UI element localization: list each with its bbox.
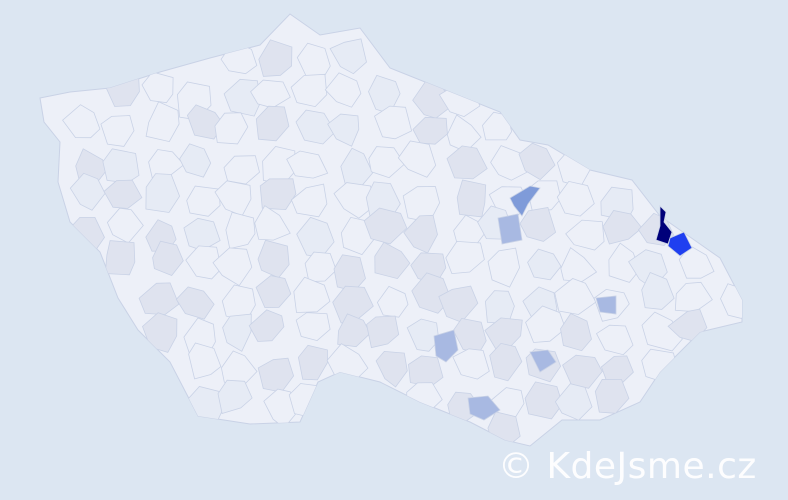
district xyxy=(175,286,215,320)
district xyxy=(720,283,742,319)
district xyxy=(324,72,362,108)
district xyxy=(374,105,413,140)
district xyxy=(297,344,328,381)
watermark-logo: © KdeJsme.cz xyxy=(498,446,757,487)
district xyxy=(608,242,640,283)
district xyxy=(556,180,595,217)
district xyxy=(222,313,252,352)
district xyxy=(141,71,174,104)
district xyxy=(286,150,329,179)
district-highlight-mid xyxy=(467,395,501,421)
district xyxy=(525,305,566,343)
district xyxy=(595,324,634,356)
district xyxy=(293,276,331,313)
district xyxy=(295,312,331,342)
district xyxy=(374,241,411,280)
district xyxy=(255,105,290,142)
district xyxy=(295,109,336,145)
district xyxy=(214,112,249,145)
district xyxy=(217,379,253,415)
district xyxy=(69,172,106,211)
district xyxy=(452,348,490,380)
district xyxy=(179,143,212,178)
district xyxy=(527,248,562,281)
district xyxy=(368,146,406,179)
district xyxy=(518,142,556,181)
district xyxy=(327,113,360,147)
district xyxy=(152,240,184,276)
district xyxy=(102,148,140,184)
district xyxy=(641,271,675,310)
district xyxy=(562,354,603,389)
district xyxy=(225,211,256,250)
district xyxy=(641,311,683,352)
district xyxy=(100,115,135,147)
district xyxy=(104,240,136,276)
district xyxy=(290,183,328,218)
district xyxy=(248,309,285,342)
district xyxy=(554,278,597,315)
district xyxy=(375,350,408,388)
district xyxy=(329,38,367,75)
district xyxy=(489,342,523,382)
district xyxy=(446,145,488,180)
district xyxy=(456,179,487,218)
district xyxy=(519,207,557,242)
district xyxy=(145,101,180,143)
district xyxy=(560,312,592,352)
district xyxy=(376,285,409,318)
district xyxy=(366,315,400,349)
district-highlight-very_high xyxy=(667,231,693,257)
district xyxy=(145,173,181,213)
district-grid xyxy=(62,38,742,446)
district-highlight-mid xyxy=(529,349,557,373)
district xyxy=(254,205,291,241)
district xyxy=(565,219,605,251)
district xyxy=(259,178,297,211)
district xyxy=(186,104,225,140)
highlighted-districts xyxy=(433,185,693,421)
district-highlight-high xyxy=(509,185,541,217)
district xyxy=(188,342,222,380)
district xyxy=(406,318,440,352)
district xyxy=(397,140,437,178)
district xyxy=(223,155,260,185)
district xyxy=(255,275,292,309)
district xyxy=(333,182,376,219)
district xyxy=(337,313,371,348)
district xyxy=(487,247,521,288)
district xyxy=(363,207,408,245)
district xyxy=(103,179,143,209)
district-highlight-mid xyxy=(497,213,523,245)
district xyxy=(142,312,178,353)
district xyxy=(62,104,101,139)
district-highlight-mid xyxy=(433,329,459,363)
district xyxy=(678,245,715,279)
district-highlight-mid xyxy=(595,295,617,315)
district xyxy=(304,251,337,283)
district xyxy=(290,73,328,108)
district xyxy=(524,381,563,420)
district xyxy=(212,247,253,287)
district xyxy=(185,245,222,280)
district xyxy=(258,39,293,77)
district xyxy=(138,282,180,316)
district xyxy=(445,240,485,275)
district xyxy=(223,78,261,117)
district xyxy=(412,116,448,145)
district xyxy=(560,247,598,282)
district xyxy=(602,210,643,245)
